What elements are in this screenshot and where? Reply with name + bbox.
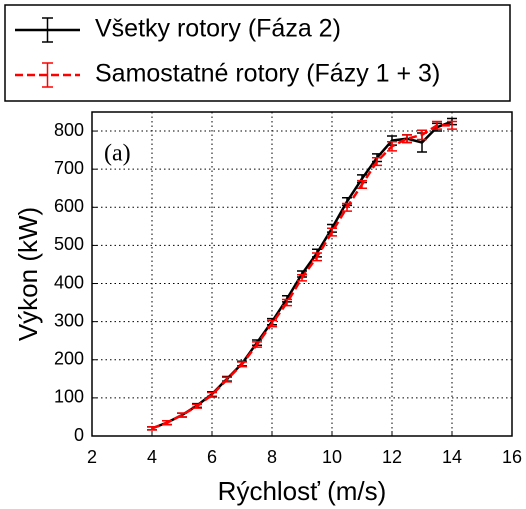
error-bar <box>387 140 397 152</box>
y-tick-label: 600 <box>54 196 84 216</box>
error-bar <box>312 252 322 262</box>
y-tick-label: 400 <box>54 272 84 292</box>
error-bar <box>417 129 427 141</box>
x-axis-label: Rýchlosť (m/s) <box>218 476 387 506</box>
x-tick-label: 12 <box>382 447 402 467</box>
annotation: (a) <box>104 141 131 167</box>
error-bar <box>237 361 247 368</box>
x-tick-label: 14 <box>442 447 462 467</box>
error-bar <box>267 319 277 328</box>
error-bar <box>342 202 352 212</box>
error-bar <box>177 412 187 418</box>
error-bar <box>222 376 232 383</box>
error-bar <box>402 134 412 144</box>
error-bar <box>282 298 292 307</box>
error-bar <box>372 156 382 167</box>
legend-errorbar <box>42 62 53 88</box>
y-tick-label: 700 <box>54 158 84 178</box>
error-bar <box>192 403 202 409</box>
y-tick-label: 200 <box>54 349 84 369</box>
x-tick-label: 2 <box>87 447 97 467</box>
x-tick-label: 16 <box>502 447 522 467</box>
error-bar <box>147 426 157 431</box>
error-bar <box>162 420 172 426</box>
x-tick-label: 10 <box>322 447 342 467</box>
x-tick-label: 8 <box>267 447 277 467</box>
error-bar <box>252 341 262 348</box>
error-bar <box>432 120 442 130</box>
error-bar <box>297 274 307 282</box>
y-tick-label: 0 <box>74 425 84 445</box>
legend-errorbar <box>42 17 53 43</box>
y-tick-label: 300 <box>54 310 84 330</box>
y-tick-label: 100 <box>54 387 84 407</box>
y-tick-label: 500 <box>54 234 84 254</box>
error-bar <box>357 179 367 189</box>
error-bar <box>447 120 457 130</box>
x-tick-label: 6 <box>207 447 217 467</box>
y-axis-label: Výkon (kW) <box>13 207 43 341</box>
error-bar <box>327 227 337 237</box>
legend-label: Samostatné rotory (Fázy 1 + 3) <box>95 60 440 88</box>
y-tick-label: 800 <box>54 120 84 140</box>
legend-label: Všetky rotory (Fáza 2) <box>95 15 341 43</box>
error-bar <box>207 391 217 398</box>
legend-box <box>4 4 511 102</box>
x-tick-label: 4 <box>147 447 157 467</box>
